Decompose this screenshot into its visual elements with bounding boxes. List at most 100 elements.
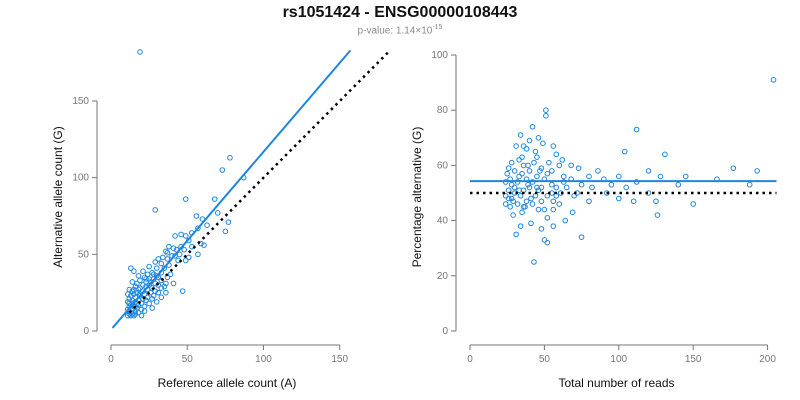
data-point xyxy=(538,184,545,191)
chart-subtitle: p-value: 1.14×10-15 xyxy=(0,24,800,36)
data-point xyxy=(152,259,159,265)
data-point xyxy=(170,280,177,287)
data-point xyxy=(155,256,162,262)
data-point xyxy=(155,282,162,288)
x-tick-label: 150 xyxy=(685,354,702,365)
data-point xyxy=(535,135,542,141)
data-point xyxy=(586,198,592,205)
data-point xyxy=(158,285,165,291)
data-point xyxy=(135,309,142,316)
data-point xyxy=(185,254,192,261)
data-point xyxy=(219,167,226,173)
data-point xyxy=(538,198,545,205)
data-point xyxy=(770,77,777,83)
x-tick-label: 100 xyxy=(255,354,272,365)
data-point xyxy=(163,280,169,287)
data-point xyxy=(550,143,557,149)
data-point xyxy=(179,288,186,294)
data-point xyxy=(682,173,689,180)
x-tick-label: 50 xyxy=(182,354,194,365)
data-point xyxy=(150,292,157,299)
data-point xyxy=(525,181,531,188)
data-point xyxy=(544,215,551,221)
data-point xyxy=(690,201,696,207)
data-point xyxy=(529,123,536,130)
data-point xyxy=(623,184,630,191)
data-point xyxy=(645,168,652,174)
x-axis-title: Reference allele count (A) xyxy=(158,376,297,390)
data-point xyxy=(615,195,622,202)
data-point xyxy=(152,207,159,213)
data-point xyxy=(508,195,515,202)
data-point xyxy=(193,213,200,219)
data-point xyxy=(604,190,610,196)
data-point xyxy=(161,283,168,290)
data-point xyxy=(578,234,585,240)
y-tick-label: 100 xyxy=(431,50,448,61)
y-axis-title: Alternative allele count (G) xyxy=(51,126,65,267)
data-point xyxy=(511,184,518,191)
data-point xyxy=(532,148,539,155)
data-point xyxy=(543,107,549,113)
data-point xyxy=(535,187,542,194)
data-point xyxy=(746,181,753,188)
data-point xyxy=(633,126,640,133)
data-point xyxy=(535,206,542,213)
y-tick-label: 20 xyxy=(437,271,449,282)
data-point xyxy=(516,187,522,194)
data-point xyxy=(201,242,207,248)
data-point xyxy=(146,263,152,270)
data-point xyxy=(615,173,622,180)
x-tick-label: 200 xyxy=(759,354,776,365)
chart-title: rs1051424 - ENSG00000108443 xyxy=(282,4,518,21)
data-point xyxy=(153,273,160,279)
data-point xyxy=(662,151,668,158)
y-tick-label: 40 xyxy=(437,216,449,227)
data-point xyxy=(550,206,557,213)
data-point xyxy=(520,143,527,149)
data-point xyxy=(553,184,560,191)
data-point xyxy=(513,231,519,238)
data-point xyxy=(630,198,637,205)
data-point xyxy=(730,165,737,171)
data-point xyxy=(653,198,659,205)
data-point xyxy=(170,245,177,251)
pvalue-exponent: -15 xyxy=(432,24,443,31)
data-point xyxy=(163,248,169,255)
data-point xyxy=(586,173,592,180)
data-point xyxy=(563,184,570,191)
data-point xyxy=(164,256,171,262)
data-point xyxy=(222,228,229,235)
data-point xyxy=(158,294,165,301)
data-point xyxy=(528,195,534,202)
data-point xyxy=(211,196,218,202)
data-point xyxy=(143,297,149,304)
data-point xyxy=(654,212,661,218)
data-point xyxy=(526,184,533,191)
data-point xyxy=(541,206,548,213)
data-point xyxy=(505,165,512,171)
data-point xyxy=(544,170,551,177)
data-point xyxy=(568,162,574,169)
data-point xyxy=(204,222,210,228)
data-point xyxy=(516,173,522,180)
data-point xyxy=(575,165,582,171)
data-point xyxy=(531,159,537,166)
data-point xyxy=(520,162,527,169)
data-point xyxy=(504,170,510,177)
data-point xyxy=(195,251,201,258)
y-tick-label: 0 xyxy=(83,326,89,337)
data-point xyxy=(508,181,515,188)
data-point xyxy=(134,280,140,287)
data-point xyxy=(214,210,221,216)
data-point xyxy=(589,184,595,191)
data-point xyxy=(528,220,534,227)
data-point xyxy=(137,49,143,55)
data-point xyxy=(544,239,551,246)
data-point xyxy=(505,195,512,202)
data-point xyxy=(540,140,546,147)
data-point xyxy=(534,154,540,160)
y-tick-label: 50 xyxy=(78,249,90,260)
